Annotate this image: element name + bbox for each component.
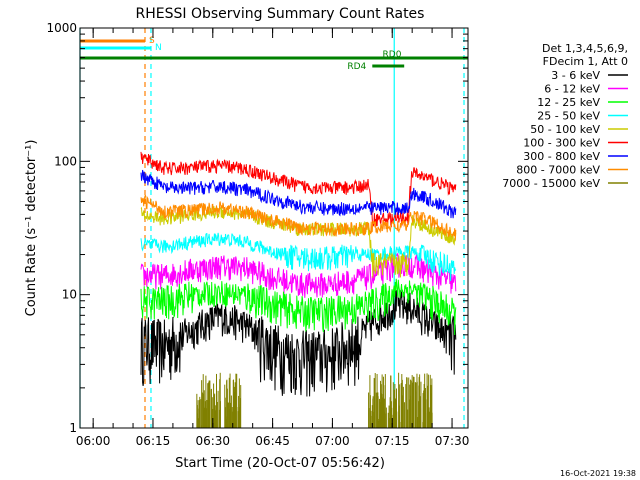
y-tick-label-4: 1000	[46, 21, 77, 35]
x-tick-label-6: 07:15	[375, 434, 410, 448]
overlay-label-rd4: RD4	[347, 62, 366, 72]
overlay-label-rd0: RD0	[383, 50, 402, 60]
overlay-label-n: N	[155, 43, 162, 53]
x-tick-label-5: 07:00	[315, 434, 350, 448]
footer-timestamp: 16-Oct-2021 19:38	[560, 469, 636, 478]
plot-area: SN RD0 RD4	[79, 28, 468, 428]
legend-label-4: 25 - 50 keV	[537, 110, 600, 123]
legend-header-1: Det 1,3,4,5,6,9,	[542, 42, 628, 55]
plot-frame	[79, 27, 469, 429]
x-tick-label-2: 06:15	[136, 434, 171, 448]
series-line-7	[140, 169, 457, 219]
series-line-4	[140, 232, 457, 282]
y-tick-label-2: 10	[62, 288, 77, 302]
series-line-8	[140, 193, 457, 241]
x-axis-label: Start Time (20-Oct-07 05:56:42)	[175, 456, 385, 471]
legend-label-9: 7000 - 15000 keV	[502, 177, 600, 190]
x-tick-label-3: 06:30	[195, 434, 230, 448]
x-tick-label-1: 06:00	[76, 434, 111, 448]
x-tick-label-4: 06:45	[255, 434, 290, 448]
y-axis-label: Count Rate (s⁻¹ detector⁻¹)	[24, 140, 39, 317]
legend-label-6: 100 - 300 keV	[523, 137, 600, 150]
legend-label-3: 12 - 25 keV	[537, 96, 600, 109]
chart-title: RHESSI Observing Summary Count Rates	[136, 6, 425, 22]
series-line-2	[140, 252, 457, 298]
y-tick-label-3: 100	[54, 154, 77, 168]
overlay-label-s: S	[149, 36, 155, 46]
legend-label-7: 300 - 800 keV	[523, 150, 600, 163]
legend-label-5: 50 - 100 keV	[530, 123, 600, 136]
series-line-3	[140, 278, 457, 336]
legend-label-2: 6 - 12 keV	[544, 83, 600, 96]
legend-label-1: 3 - 6 keV	[551, 69, 600, 82]
legend-header-2: FDecim 1, Att 0	[543, 55, 628, 68]
legend: Det 1,3,4,5,6,9,FDecim 1, Att 03 - 6 keV…	[502, 42, 628, 190]
series-line-6	[140, 151, 457, 228]
series-line-1	[140, 289, 457, 397]
axes: 1 10 100 1000 06:00 06:15 06:30 06:45 07:00 07:15…	[46, 21, 469, 448]
series-bursts-9	[196, 372, 433, 428]
x-tick-label-7: 07:30	[435, 434, 470, 448]
y-tick-label-1: 1	[69, 421, 77, 435]
legend-label-8: 800 - 7000 keV	[516, 164, 600, 177]
